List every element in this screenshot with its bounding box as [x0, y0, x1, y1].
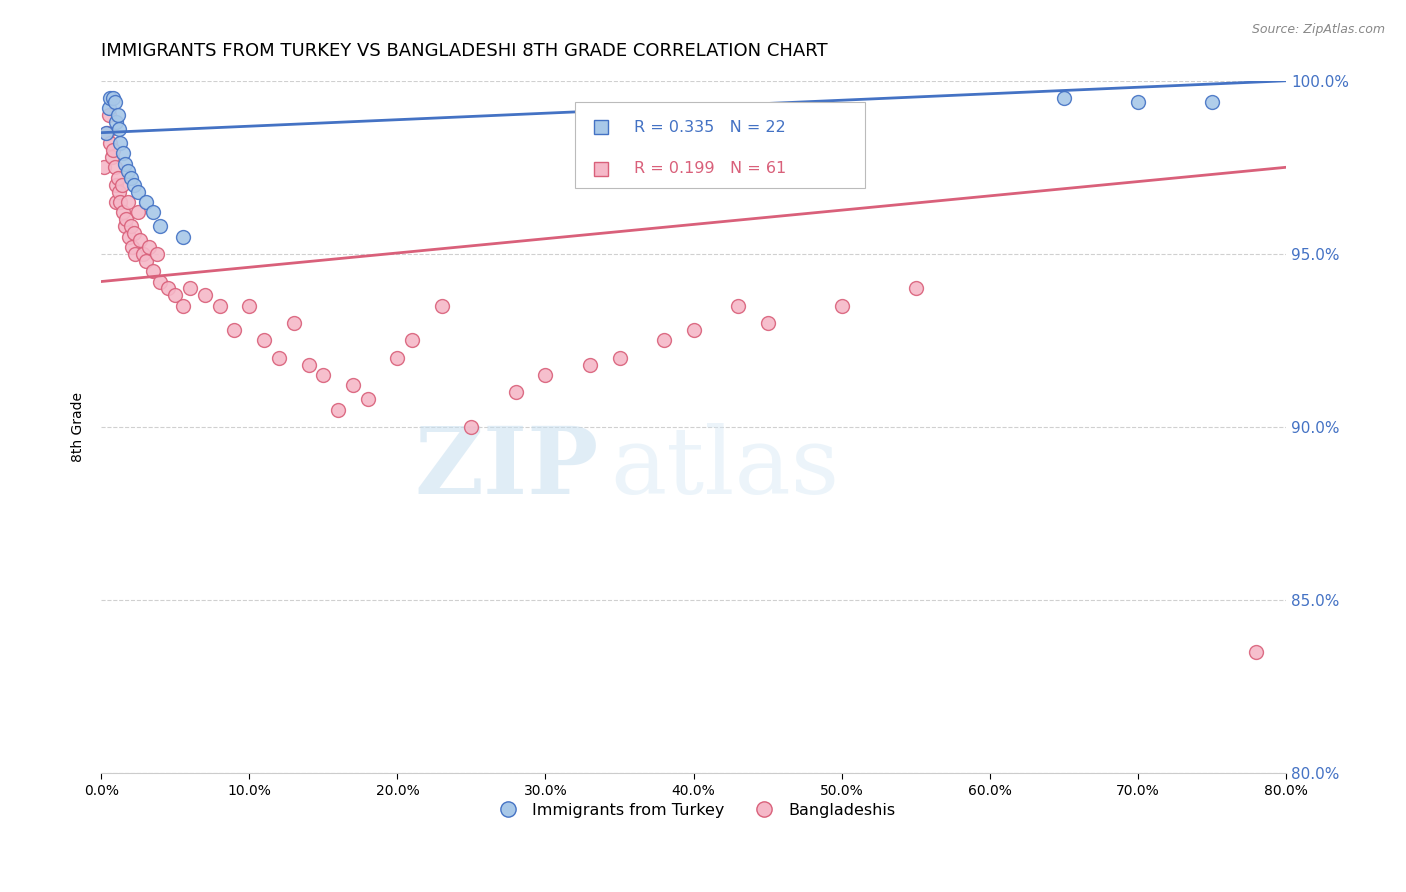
Point	[128, 233, 150, 247]
Point	[1201, 95, 1223, 109]
Point	[682, 323, 704, 337]
Point	[112, 146, 135, 161]
Point	[149, 219, 172, 234]
Point	[194, 288, 217, 302]
Point	[238, 299, 260, 313]
Point	[430, 299, 453, 313]
Point	[534, 368, 557, 382]
Point	[283, 316, 305, 330]
Point	[652, 334, 675, 348]
Point	[117, 163, 139, 178]
Point	[328, 402, 350, 417]
Point	[118, 229, 141, 244]
Point	[138, 240, 160, 254]
Y-axis label: 8th Grade: 8th Grade	[72, 392, 86, 462]
Point	[387, 351, 409, 365]
Point	[96, 126, 118, 140]
Point	[101, 143, 124, 157]
Point	[112, 205, 135, 219]
Point	[579, 358, 602, 372]
Point	[97, 108, 120, 122]
Point	[114, 157, 136, 171]
Point	[98, 91, 121, 105]
Point	[122, 178, 145, 192]
Point	[253, 334, 276, 348]
Point	[146, 247, 169, 261]
Point	[1126, 95, 1149, 109]
Point	[831, 299, 853, 313]
Point	[98, 136, 121, 150]
Point	[609, 351, 631, 365]
Point	[122, 226, 145, 240]
Text: ZIP: ZIP	[415, 424, 599, 514]
Point	[179, 281, 201, 295]
Point	[142, 205, 165, 219]
Point	[97, 102, 120, 116]
Point	[117, 194, 139, 209]
Point	[172, 299, 194, 313]
Text: R = 0.335   N = 22: R = 0.335 N = 22	[634, 120, 786, 135]
Point	[135, 253, 157, 268]
Point	[149, 275, 172, 289]
Point	[105, 178, 128, 192]
Point	[142, 264, 165, 278]
Point	[904, 281, 927, 295]
Point	[103, 161, 125, 175]
Point	[94, 126, 117, 140]
Point	[312, 368, 335, 382]
Point	[756, 316, 779, 330]
Point	[224, 323, 246, 337]
Point	[135, 194, 157, 209]
Text: IMMIGRANTS FROM TURKEY VS BANGLADESHI 8TH GRADE CORRELATION CHART: IMMIGRANTS FROM TURKEY VS BANGLADESHI 8T…	[101, 42, 828, 60]
Point	[357, 392, 380, 407]
Point	[1053, 91, 1076, 105]
Point	[103, 95, 125, 109]
Point	[110, 136, 132, 150]
Point	[108, 122, 131, 136]
Point	[267, 351, 290, 365]
Point	[124, 247, 146, 261]
Point	[156, 281, 179, 295]
Point	[172, 229, 194, 244]
FancyBboxPatch shape	[575, 102, 865, 188]
Point	[342, 378, 364, 392]
Point	[100, 150, 122, 164]
Text: atlas: atlas	[610, 424, 839, 514]
Point	[121, 240, 143, 254]
Text: R = 0.199   N = 61: R = 0.199 N = 61	[634, 161, 786, 177]
Point	[401, 334, 423, 348]
Point	[127, 205, 149, 219]
Point	[460, 420, 482, 434]
Point	[111, 178, 134, 192]
Text: Source: ZipAtlas.com: Source: ZipAtlas.com	[1251, 23, 1385, 37]
Point	[505, 385, 527, 400]
Point	[297, 358, 319, 372]
Point	[120, 219, 142, 234]
Point	[165, 288, 187, 302]
Point	[115, 212, 138, 227]
Point	[107, 108, 129, 122]
Point	[114, 219, 136, 234]
Point	[727, 299, 749, 313]
Point	[131, 247, 153, 261]
Point	[93, 161, 115, 175]
Point	[127, 185, 149, 199]
Point	[120, 170, 142, 185]
Point	[105, 194, 128, 209]
Point	[101, 91, 124, 105]
Point	[1246, 645, 1268, 659]
Point	[110, 194, 132, 209]
Legend: Immigrants from Turkey, Bangladeshis: Immigrants from Turkey, Bangladeshis	[485, 797, 901, 824]
Point	[108, 185, 131, 199]
Point	[107, 170, 129, 185]
Point	[208, 299, 231, 313]
Point	[105, 115, 128, 129]
